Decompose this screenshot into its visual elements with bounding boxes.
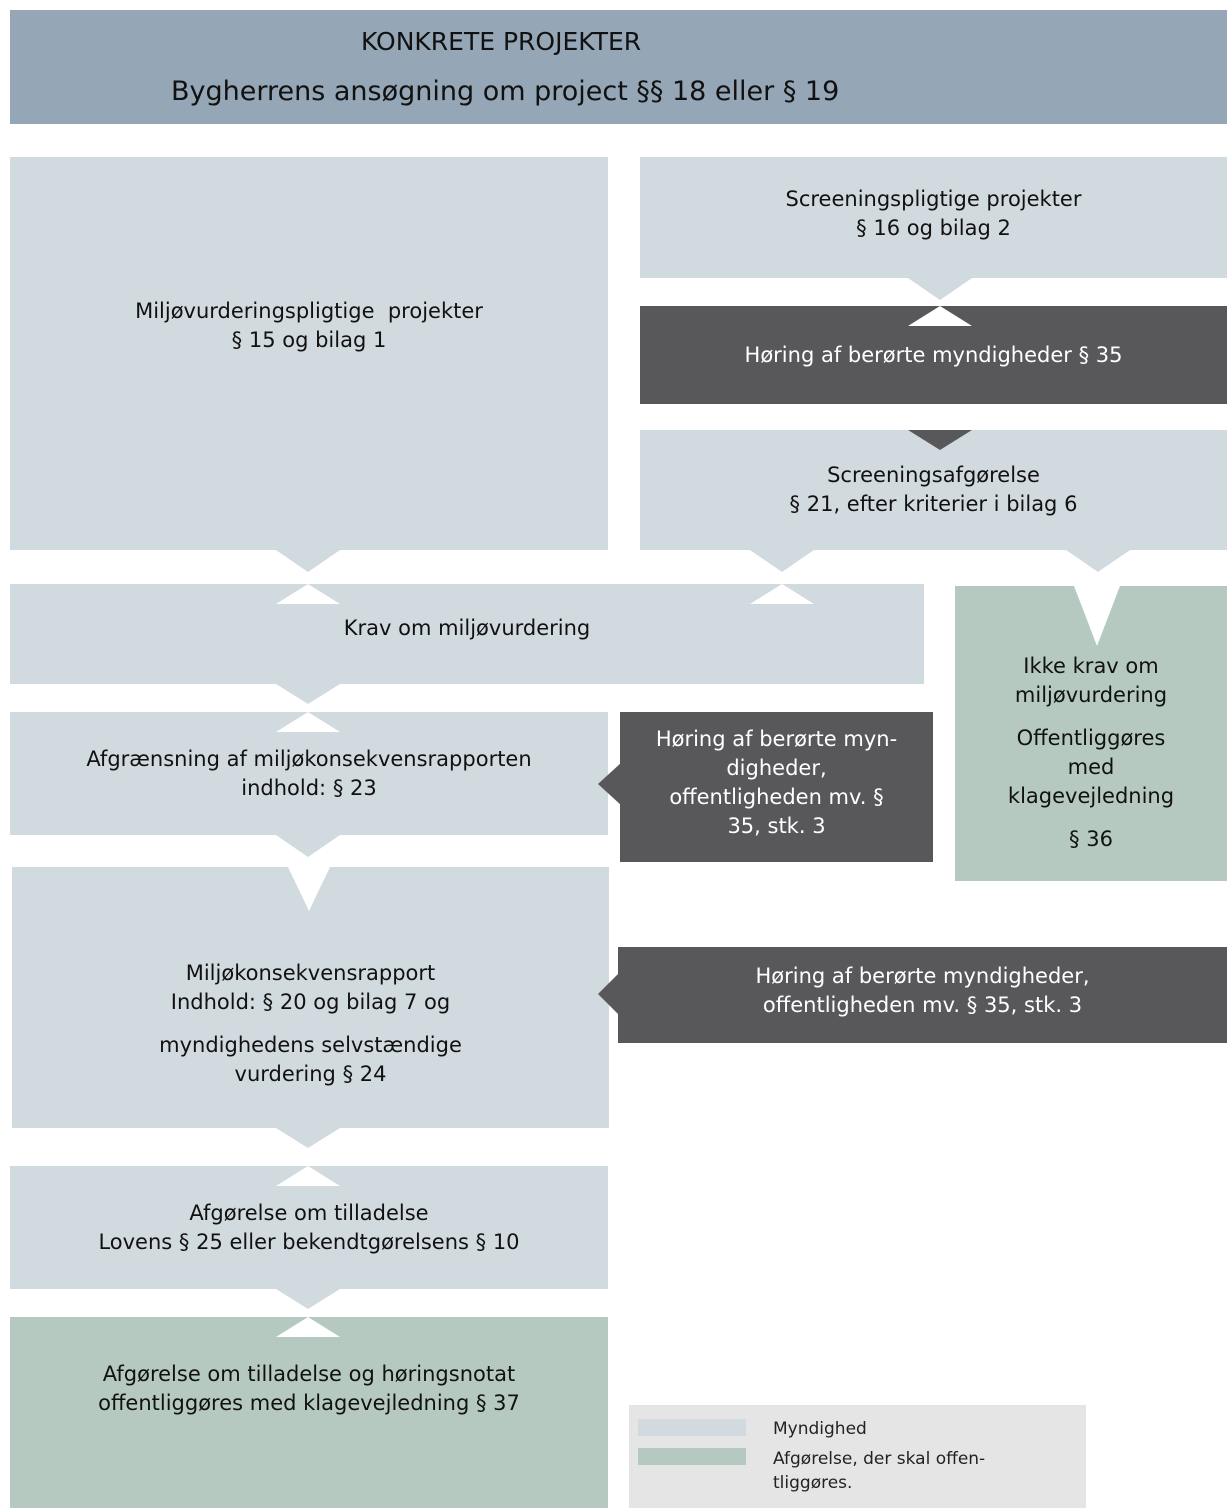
arrow-notch [276, 584, 340, 604]
arrow-pointer [598, 762, 622, 806]
text-line: indhold: § 23 [241, 775, 377, 800]
header-subtitle: Bygherrens ansøgning om project §§ 18 el… [171, 76, 840, 107]
text-line: 35, stk. 3 [727, 814, 826, 838]
arrow-notch [1074, 586, 1120, 646]
text-line: § 21, efter kriterier i bilag 6 [789, 492, 1078, 516]
legend-label-offentliggores: Afgørelse, der skal offen- tliggøres. [773, 1449, 986, 1493]
text-line: offentligheden mv. § 35, stk. 3 [762, 993, 1083, 1017]
arrow-notch [908, 306, 972, 326]
arrow-notch [276, 835, 340, 857]
arrow-notch [908, 430, 972, 450]
text-line: § 15 og bilag 1 [231, 328, 387, 352]
arrow-notch [276, 712, 340, 732]
box-offentliggorelse: Afgørelse om tilladelse og høringsnotat … [10, 1317, 608, 1508]
text-line: Krav om miljøvurdering [343, 615, 591, 640]
text-line: § 16 og bilag 2 [856, 215, 1011, 240]
header-title: KONKRETE PROJEKTER [361, 27, 642, 56]
text-line: med [1067, 755, 1115, 779]
text-line: offentligheden mv. § [669, 785, 884, 809]
text-line: Screeningsafgørelse [827, 463, 1040, 487]
text-line: miljøvurdering [1014, 683, 1168, 707]
arrow-notch [750, 584, 814, 604]
arrow-notch [276, 1166, 340, 1186]
arrow-notch [908, 278, 972, 300]
text-line: Miljøvurderingspligtige projekter [135, 299, 483, 323]
text-line: Indhold: § 20 og bilag 7 og [170, 989, 451, 1014]
text-line: klagevejledning [1007, 784, 1175, 808]
box-screeningsafgorelse: Screeningsafgørelse § 21, efter kriterie… [640, 430, 1227, 550]
box-afgorelse-tilladelse: Afgørelse om tilladelse Lovens § 25 elle… [10, 1166, 608, 1289]
text-line: offentliggøres med klagevejledning § 37 [98, 1391, 520, 1415]
legend-swatch-offentliggores [638, 1448, 746, 1465]
box-horing-stk3-afgraensning: Høring af berørte myn- digheder, offentl… [620, 712, 933, 862]
arrow-notch [750, 550, 814, 572]
box-miljovurderingspligtige: Miljøvurderingspligtige projekter § 15 o… [10, 157, 608, 550]
text-line: Miljøkonsekvensrapport [185, 960, 436, 985]
box-screeningspligtige: Screeningspligtige projekter § 16 og bil… [640, 157, 1227, 278]
text-line: Høring af berørte myndigheder § 35 [744, 342, 1123, 367]
legend: Myndighed Afgørelse, der skal offen- tli… [629, 1405, 1086, 1508]
text-line: Ikke krav om [1023, 654, 1159, 678]
box-ikke-krav: Ikke krav om miljøvurdering Offentliggør… [955, 586, 1227, 881]
arrow-notch [288, 867, 330, 911]
text-line: Screeningspligtige projekter [785, 186, 1082, 211]
header-banner: KONKRETE PROJEKTER Bygherrens ansøgning … [10, 10, 1227, 124]
arrow-notch [276, 1317, 340, 1337]
box-afgraensning: Afgrænsning af miljøkonsekvensrapporten … [10, 712, 608, 835]
arrow-pointer [598, 972, 620, 1016]
text-line: Afgrænsning af miljøkonsekvensrapporten [86, 746, 532, 771]
text-line: § 36 [1069, 827, 1113, 851]
box-miljokonsekvensrapport: Miljøkonsekvensrapport Indhold: § 20 og … [12, 867, 609, 1128]
arrow-notch [276, 550, 340, 572]
arrow-notch [276, 1289, 340, 1309]
text-line: digheder, [726, 756, 827, 780]
text-line: Afgørelse om tilladelse og høringsnotat [102, 1362, 516, 1386]
text-line: Afgørelse om tilladelse [189, 1200, 429, 1225]
box-horing-stk3-rapport: Høring af berørte myndigheder, offentlig… [618, 947, 1227, 1043]
arrow-notch [276, 1128, 340, 1148]
text-line: vurdering § 24 [234, 1061, 387, 1086]
arrow-notch [1066, 550, 1130, 572]
text-line: Høring af berørte myndigheder, [755, 964, 1090, 988]
legend-swatch-myndighed [638, 1419, 746, 1436]
legend-label-myndighed: Myndighed [773, 1419, 867, 1439]
text-line: Lovens § 25 eller bekendtgørelsens § 10 [98, 1229, 520, 1254]
text-line: myndighedens selvstændige [159, 1032, 462, 1057]
text-line: Høring af berørte myn- [655, 727, 898, 751]
arrow-notch [276, 684, 340, 704]
text-line: Offentliggøres [1016, 726, 1166, 750]
